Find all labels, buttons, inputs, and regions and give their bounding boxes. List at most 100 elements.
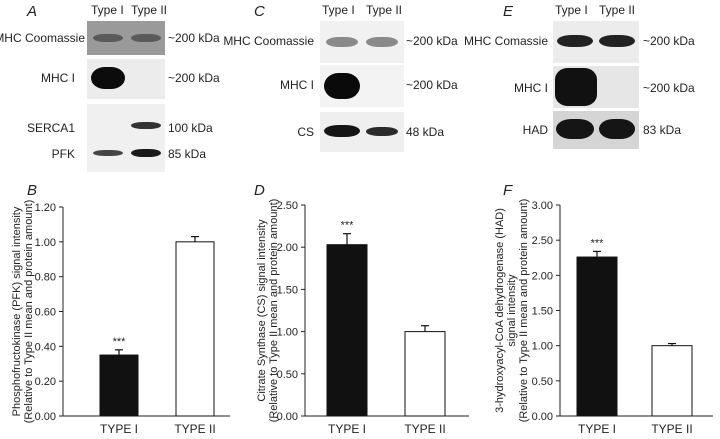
band [131,34,161,42]
blot-strip-mhc-coomassie [87,21,165,55]
y-tick-label: 0.50 [277,369,298,381]
blot-strip-mhc-comassie [553,21,639,63]
blot-row-label: MHC I [280,78,314,92]
panel-letter: B [27,182,37,199]
lane-header-type-ii: Type II [599,3,636,17]
blot-strip-had [553,111,639,149]
band [557,35,593,47]
y-axis-label: Phosphofructokinase (PFK) signal intensi… [11,206,23,416]
panel-letter-e: E [503,3,514,20]
panel-letter-c: C [254,3,265,20]
blot-row-label: MHC I [41,71,75,85]
y-tick-label: 1.00 [532,341,553,353]
blot-row-label: HAD [522,123,548,137]
blot-strip-cs [320,112,404,152]
blot-row-label: MHC I [514,81,548,95]
y-tick-label: 1.50 [532,306,553,318]
y-tick-label: 0.20 [35,376,56,388]
bar [576,256,618,417]
band [599,35,635,47]
y-tick-label: 2.50 [277,200,298,212]
y-tick-label: 0.50 [532,376,553,388]
y-tick-label: 0.40 [35,341,56,353]
x-category-label: TYPE II [404,422,445,436]
y-tick-label: 2.50 [532,235,553,247]
panel-letter: D [254,182,265,199]
y-tick-label: 0.00 [35,411,56,423]
significance-annotation: *** [341,220,355,232]
blot-strip-mhc-i [87,59,165,99]
y-axis-label: (Relative to Type II mean and protein am… [518,199,530,423]
blot-row-label: CS [297,125,314,139]
y-tick-label: 2.00 [532,270,553,282]
kda-label: ~200 kDa [406,34,458,48]
lane-header-type-i: Type I [322,3,355,17]
blot-strip-mhc-i [553,66,639,108]
lane-header-type-ii: Type II [131,3,168,17]
y-axis-label: Citrate Synthase (CS) signal intensity [256,219,268,402]
x-category-label: TYPE I [328,422,366,436]
x-category-label: TYPE I [578,422,616,436]
band [131,149,161,157]
y-tick-label: 1.00 [277,327,298,339]
band [324,125,360,137]
y-axis-label: 3-hydroxyacyl-CoA dehydrogenase (HAD) [494,208,506,413]
blot-row-label: MHC Coomassie [223,34,314,48]
kda-label: ~200 kDa [168,31,220,45]
x-category-label: TYPE II [651,422,692,436]
band [91,67,125,89]
blot-strip-serca1-pfk [87,104,165,172]
panel-letter-a: A [27,3,38,20]
kda-label: ~200 kDa [406,78,458,92]
y-tick-label: 3.00 [532,200,553,212]
blot-row-label: MHC Coomassie [0,31,85,45]
y-tick-label: 1.00 [35,237,56,249]
kda-label: 83 kDa [643,123,682,137]
band [366,37,398,47]
bar [326,244,368,417]
blot-row-label: MHC Comassie [463,34,548,48]
y-tick-label: 0.00 [532,411,553,423]
kda-label: ~200 kDa [643,81,695,95]
y-tick-label: 0.80 [35,272,56,284]
band [555,68,597,106]
band [93,34,123,42]
y-tick-label: 0.00 [277,411,298,423]
band [324,73,360,99]
kda-label: 85 kDa [168,147,207,161]
kda-label: 48 kDa [406,125,445,139]
kda-label: 100 kDa [168,121,213,135]
lane-header-type-ii: Type II [366,3,403,17]
bar [175,241,215,417]
y-tick-label: 1.50 [277,284,298,296]
blot-strip-mhc-coomassie [320,21,404,63]
panel-letter: F [503,182,513,199]
x-category-label: TYPE I [100,422,138,436]
bar [99,354,139,417]
kda-label: ~200 kDa [168,71,220,85]
bar [404,331,446,417]
y-axis-label: (Relative to Type II mean and protein am… [268,199,280,423]
band [556,119,594,139]
y-tick-label: 2.00 [277,242,298,254]
lane-header-type-i: Type I [555,3,588,17]
significance-annotation: *** [591,237,605,249]
blot-row-label: PFK [51,147,75,161]
blot-strip-mhc-i [320,65,404,107]
band [93,150,123,156]
band [599,119,635,139]
y-axis-label: (Relative to Type II mean and protein am… [23,200,35,424]
band [366,127,398,136]
y-tick-label: 0.60 [35,307,56,319]
significance-annotation: *** [113,336,127,348]
blot-row-label: SERCA1 [26,121,75,135]
bar [651,345,693,417]
band [326,37,358,47]
kda-label: ~200 kDa [643,34,695,48]
band [131,122,161,129]
x-category-label: TYPE II [174,422,215,436]
y-tick-label: 1.20 [35,202,56,214]
y-axis-label: signal intensity [506,274,518,347]
lane-header-type-i: Type I [91,3,124,17]
